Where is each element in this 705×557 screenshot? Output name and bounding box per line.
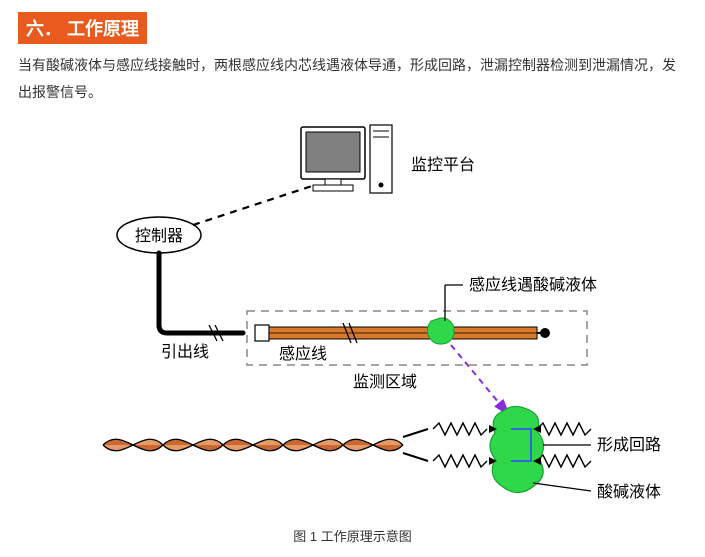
lead-wire (159, 253, 243, 333)
twisted-cable (103, 429, 428, 461)
sensing-contact-label: 感应线遇酸碱液体 (445, 275, 597, 321)
label-form-loop: 形成回路 (597, 436, 661, 454)
form-loop-label: 形成回路 (543, 436, 661, 454)
figure-diagram: 监控平台 控制器 引出线 监测区域 (18, 115, 687, 545)
label-sensing-wire: 感应线 (279, 344, 327, 363)
label-monitor-area: 监测区域 (353, 373, 417, 391)
label-lead-wire: 引出线 (161, 343, 209, 361)
label-sensing-contact: 感应线遇酸碱液体 (469, 275, 597, 294)
zoom-arrow (451, 345, 509, 415)
figure-caption: 图 1 工作原理示意图 (18, 526, 687, 545)
label-monitor-platform: 监控平台 (411, 156, 475, 174)
label-acid-liquid: 酸碱液体 (597, 483, 661, 501)
controller-node: 控制器 (117, 217, 201, 253)
section-body: 当有酸碱液体与感应线接触时，两根感应线内芯线遇液体导通，形成回路，泄漏控制器检测… (18, 52, 687, 105)
sensing-line (255, 325, 550, 341)
liquid-blob-small (427, 318, 454, 344)
computer-icon: 监控平台 (301, 125, 475, 193)
label-controller: 控制器 (134, 227, 182, 245)
working-principle-diagram: 监控平台 控制器 引出线 监测区域 (33, 115, 673, 515)
section-number: 六． (26, 19, 62, 39)
section-header: 六． 工作原理 (18, 12, 147, 44)
acid-liquid-label: 酸碱液体 (533, 483, 661, 501)
dashed-link (193, 185, 315, 225)
liquid-blob-large (490, 407, 544, 493)
section-title: 工作原理 (67, 19, 139, 39)
